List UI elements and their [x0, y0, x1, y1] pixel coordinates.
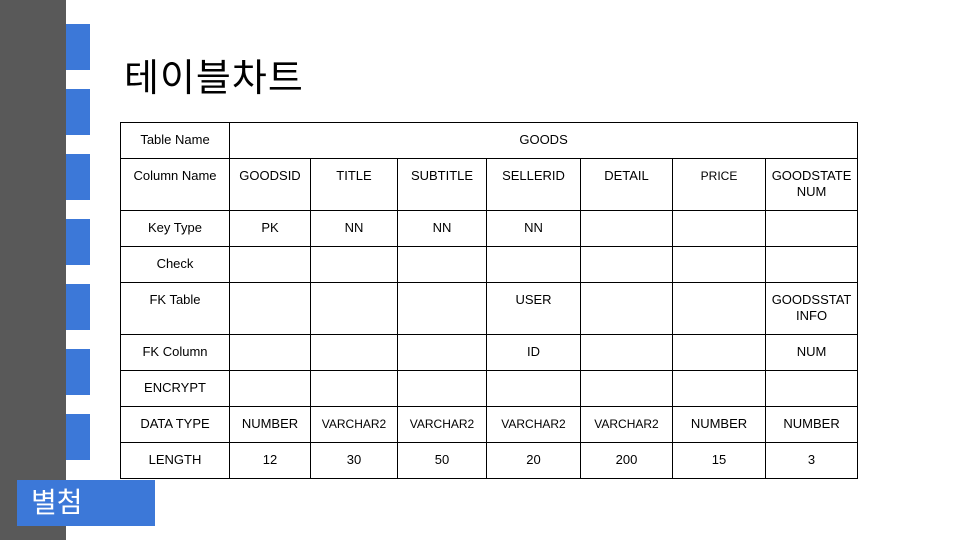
table-cell: NN [397, 210, 487, 247]
side-tab [66, 89, 90, 135]
table-cell: PK [229, 210, 311, 247]
table-cell: TITLE [310, 158, 398, 211]
table-spec: Table Name GOODS Column Name GOODSID TIT… [120, 122, 859, 479]
table-cell [672, 370, 766, 407]
table-row: ENCRYPT [120, 370, 859, 407]
table-cell: 200 [580, 442, 673, 479]
table-cell [580, 282, 673, 335]
table-cell [229, 334, 311, 371]
table-cell [672, 334, 766, 371]
table-cell [580, 246, 673, 283]
row-label: DATA TYPE [120, 406, 230, 443]
row-label: Table Name [120, 122, 230, 159]
table-cell [397, 246, 487, 283]
table-cell: VARCHAR2 [397, 406, 487, 443]
table-cell: NUMBER [764, 406, 859, 443]
table-cell [397, 370, 487, 407]
side-bar [0, 0, 66, 540]
side-tab [66, 154, 90, 200]
table-cell: VARCHAR2 [310, 406, 398, 443]
row-label: FK Table [120, 282, 230, 335]
side-tab [66, 24, 90, 70]
row-label: FK Column [120, 334, 230, 371]
table-cell [580, 210, 673, 247]
row-label: Check [120, 246, 230, 283]
table-cell [310, 282, 398, 335]
table-cell [397, 334, 487, 371]
table-cell: 50 [397, 442, 487, 479]
table-cell: VARCHAR2 [486, 406, 581, 443]
table-row: Table Name GOODS [120, 122, 859, 159]
table-cell [310, 334, 398, 371]
table-row: FK Table USER GOODSSTATINFO [120, 282, 859, 335]
side-tab [66, 284, 90, 330]
table-cell [764, 370, 859, 407]
table-cell [310, 370, 398, 407]
table-cell: GOODSTATENUM [764, 158, 859, 211]
side-tab [66, 219, 90, 265]
table-cell [310, 246, 398, 283]
table-cell [580, 370, 673, 407]
table-cell [229, 282, 311, 335]
table-name-cell: GOODS [228, 122, 859, 159]
table-cell: DETAIL [580, 158, 673, 211]
table-cell: 30 [310, 442, 398, 479]
table-cell [229, 370, 311, 407]
appendix-badge: 별첨 [17, 480, 155, 526]
row-label: LENGTH [120, 442, 230, 479]
table-cell: GOODSSTATINFO [764, 282, 859, 335]
table-cell [486, 246, 581, 283]
table-cell: NUM [764, 334, 859, 371]
table-cell: 15 [672, 442, 766, 479]
table-cell [672, 210, 766, 247]
side-tab [66, 349, 90, 395]
slide-title: 테이블차트 [124, 56, 304, 100]
table-row: Column Name GOODSID TITLE SUBTITLE SELLE… [120, 158, 859, 211]
table-cell [486, 370, 581, 407]
table-cell: GOODSID [229, 158, 311, 211]
table-cell: 20 [486, 442, 581, 479]
table-cell [672, 282, 766, 335]
table-cell [229, 246, 311, 283]
table-cell: NN [310, 210, 398, 247]
table-row: DATA TYPE NUMBER VARCHAR2 VARCHAR2 VARCH… [120, 406, 859, 443]
table-cell [764, 246, 859, 283]
table-cell: SUBTITLE [397, 158, 487, 211]
table-cell [764, 210, 859, 247]
table-cell: 12 [229, 442, 311, 479]
table-cell: 3 [764, 442, 859, 479]
table-cell [672, 246, 766, 283]
table-cell: ID [486, 334, 581, 371]
table-row: LENGTH 12 30 50 20 200 15 3 [120, 442, 859, 479]
table-row: Check [120, 246, 859, 283]
table-cell: VARCHAR2 [580, 406, 673, 443]
table-cell: NN [486, 210, 581, 247]
table-cell [580, 334, 673, 371]
table-cell: NUMBER [672, 406, 766, 443]
row-label: Column Name [120, 158, 230, 211]
table-cell: PRICE [672, 158, 766, 211]
table-row: FK Column ID NUM [120, 334, 859, 371]
table-cell: NUMBER [229, 406, 311, 443]
table-cell: SELLERID [486, 158, 581, 211]
row-label: ENCRYPT [120, 370, 230, 407]
row-label: Key Type [120, 210, 230, 247]
table-cell: USER [486, 282, 581, 335]
table-cell [397, 282, 487, 335]
table-row: Key Type PK NN NN NN [120, 210, 859, 247]
side-tab [66, 414, 90, 460]
